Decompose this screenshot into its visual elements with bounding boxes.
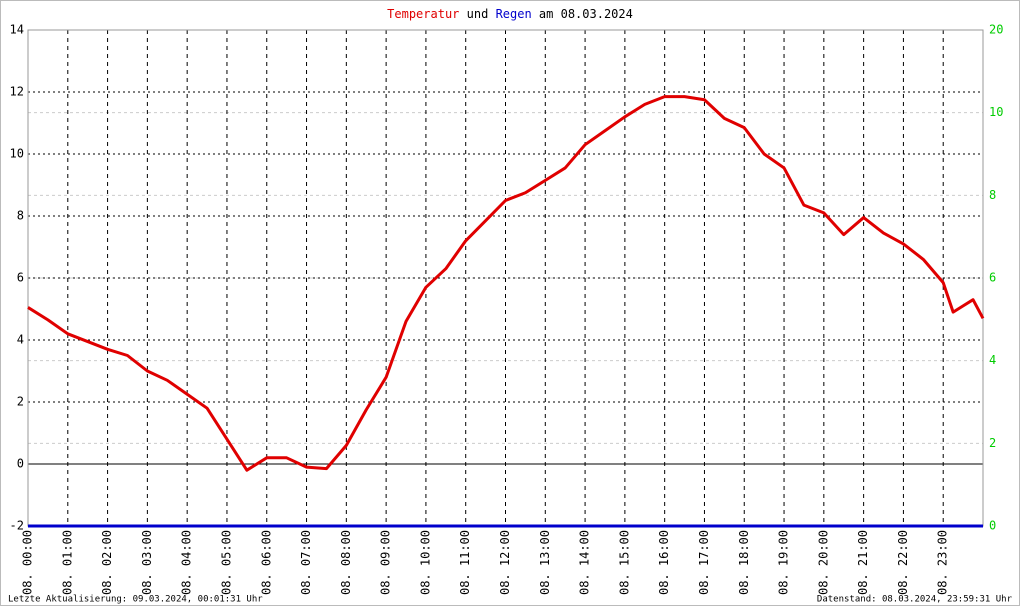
footer-right: Datenstand: 08.03.2024, 23:59:31 Uhr [817, 595, 1013, 605]
x-tick-label: 08. 12:00 [498, 530, 512, 595]
title-connector: und [467, 7, 489, 21]
x-tick-label: 08. 11:00 [458, 530, 472, 595]
y-tick-label: 2 [17, 395, 24, 409]
x-tick-label: 08. 03:00 [140, 530, 154, 595]
x-tick-label: 08. 07:00 [299, 530, 313, 595]
x-tick-label: 08. 13:00 [538, 530, 552, 595]
y-tick-label: 14 [10, 23, 24, 37]
y2-tick-label: 4 [989, 353, 996, 367]
title-series-1: Temperatur [387, 7, 459, 21]
title-series-2: Regen [496, 7, 532, 21]
x-tick-label: 08. 00:00 [21, 530, 35, 595]
x-tick-label: 08. 04:00 [180, 530, 194, 595]
x-tick-label: 08. 02:00 [100, 530, 114, 595]
x-tick-label: 08. 10:00 [418, 530, 432, 595]
y-tick-label: 4 [17, 333, 24, 347]
x-tick-label: 08. 20:00 [816, 530, 830, 595]
x-tick-label: 08. 01:00 [60, 530, 74, 595]
x-tick-label: 08. 09:00 [379, 530, 393, 595]
x-tick-label: 08. 23:00 [936, 530, 950, 595]
y-tick-label: 8 [17, 209, 24, 223]
x-tick-label: 08. 06:00 [259, 530, 273, 595]
y2-tick-label: 10 [989, 105, 1003, 119]
x-tick-label: 08. 15:00 [617, 530, 631, 595]
x-tick-label: 08. 21:00 [856, 530, 870, 595]
x-tick-label: 08. 18:00 [737, 530, 751, 595]
y2-tick-label: 8 [989, 188, 996, 202]
y2-tick-label: 0 [989, 519, 996, 533]
y-tick-label: 0 [17, 457, 24, 471]
x-tick-label: 08. 08:00 [339, 530, 353, 595]
title-suffix: am 08.03.2024 [539, 7, 633, 21]
x-tick-label: 08. 22:00 [896, 530, 910, 595]
y2-tick-label: 20 [989, 23, 1003, 37]
x-tick-label: 08. 19:00 [777, 530, 791, 595]
x-tick-label: 08. 14:00 [578, 530, 592, 595]
y2-tick-label: 2 [989, 436, 996, 450]
y-tick-label: -2 [10, 519, 24, 533]
series-line [27, 95, 985, 472]
x-tick-label: 08. 17:00 [697, 530, 711, 595]
chart-title: Temperatur und Regen am 08.03.2024 [387, 7, 633, 21]
y-tick-label: 6 [17, 271, 24, 285]
y-tick-label: 12 [10, 85, 24, 99]
footer-left: Letzte Aktualisierung: 09.03.2024, 00:01… [8, 595, 263, 605]
y2-tick-label: 6 [989, 271, 996, 285]
x-tick-label: 08. 05:00 [219, 530, 233, 595]
y-tick-label: 10 [10, 147, 24, 161]
x-tick-label: 08. 16:00 [657, 530, 671, 595]
